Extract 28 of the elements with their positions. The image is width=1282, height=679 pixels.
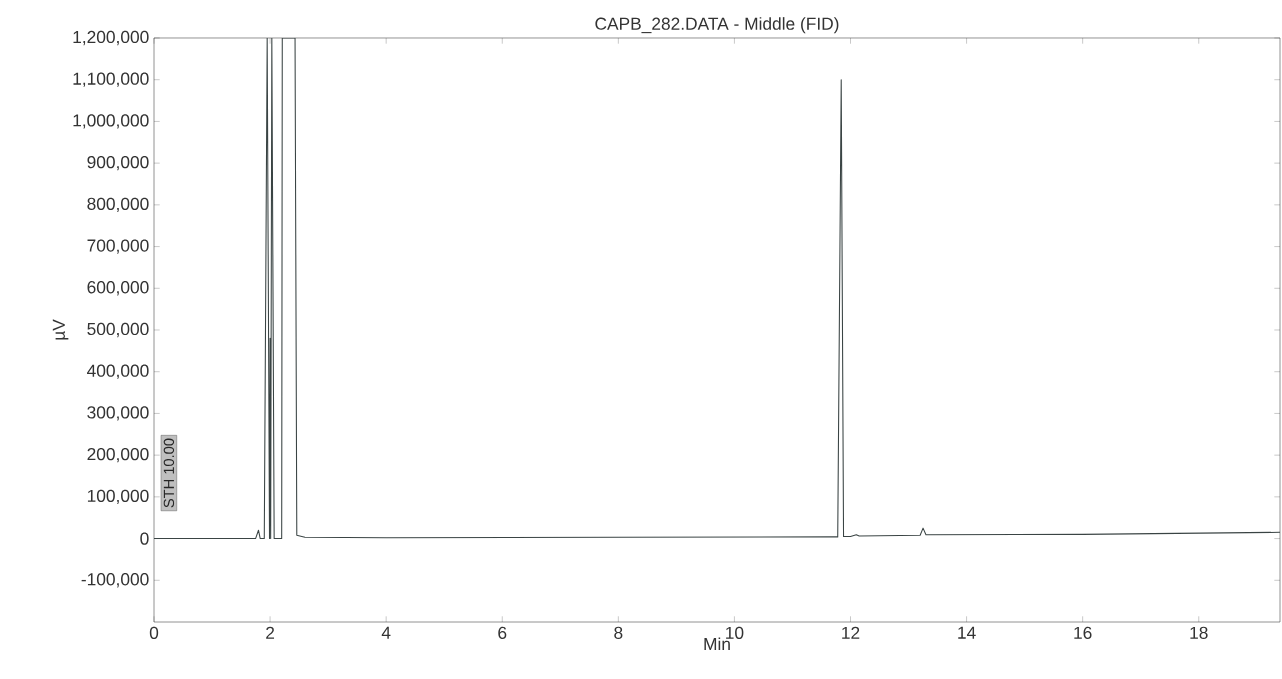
x-tick-label: 12 <box>842 626 860 639</box>
chart-title: CAPB_282.DATA - Middle (FID) <box>595 17 839 34</box>
y-tick-label: 600,000 <box>87 281 149 296</box>
x-tick-label: 2 <box>266 626 275 639</box>
y-tick-label: 1,000,000 <box>73 114 149 129</box>
y-tick-label: 400,000 <box>87 364 149 379</box>
x-axis-title: Min <box>704 637 730 651</box>
x-tick-label: 6 <box>498 626 507 639</box>
y-tick-label: 0 <box>140 532 149 545</box>
y-tick-label: 1,200,000 <box>73 30 149 46</box>
y-tick-label: 100,000 <box>87 489 149 505</box>
y-tick-label: 700,000 <box>87 239 149 254</box>
y-tick-label: 200,000 <box>87 447 149 463</box>
x-tick-label: 4 <box>381 626 391 639</box>
y-tick-label: -100,000 <box>81 573 149 588</box>
annotation: STH 10.00 <box>163 438 175 508</box>
y-tick-label: 1,100,000 <box>73 72 149 87</box>
y-tick-label: 500,000 <box>87 322 149 338</box>
x-tick-label: 16 <box>1074 626 1092 639</box>
x-tick-label: 0 <box>149 626 159 639</box>
x-tick-label: 8 <box>614 626 623 639</box>
y-tick-label: 300,000 <box>87 406 149 421</box>
x-tick-label: 18 <box>1190 626 1208 639</box>
y-axis-title: µV <box>52 319 69 340</box>
x-tick-label: 10 <box>726 626 744 639</box>
y-tick-label: 800,000 <box>87 197 149 213</box>
y-tick-label: 900,000 <box>87 155 149 171</box>
x-tick-label: 14 <box>958 626 976 639</box>
